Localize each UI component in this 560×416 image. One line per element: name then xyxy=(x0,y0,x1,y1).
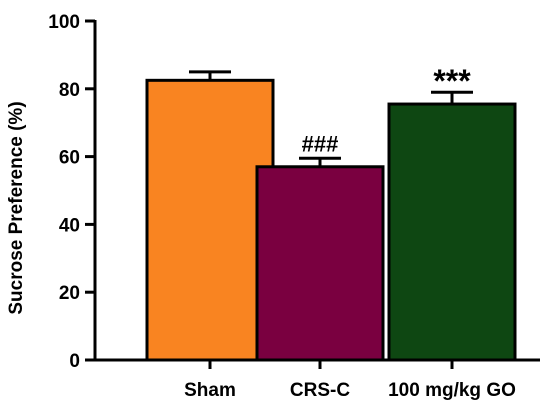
significance-label: ### xyxy=(302,131,339,156)
bar xyxy=(255,165,385,362)
bar xyxy=(387,102,517,362)
x-tick-label: Sham xyxy=(184,380,236,401)
x-tick-label: CRS-C xyxy=(290,380,350,401)
y-tick-label: 60 xyxy=(59,148,80,169)
x-tick-label: 100 mg/kg GO xyxy=(388,380,516,401)
y-tick-label: 20 xyxy=(59,283,80,304)
y-tick-label: 100 xyxy=(48,12,80,33)
significance-label: *** xyxy=(433,63,471,99)
y-tick-label: 80 xyxy=(59,80,80,101)
y-tick-label: 0 xyxy=(69,351,80,372)
labels: 0 20 40 60 80 100 Sham CRS-C ### 100 mg/kg GO *** xyxy=(48,12,516,401)
bar xyxy=(145,78,275,362)
y-tick-label: 40 xyxy=(59,215,80,236)
bars xyxy=(145,70,517,362)
y-axis-title: Sucrose Preference (%) xyxy=(6,101,27,314)
